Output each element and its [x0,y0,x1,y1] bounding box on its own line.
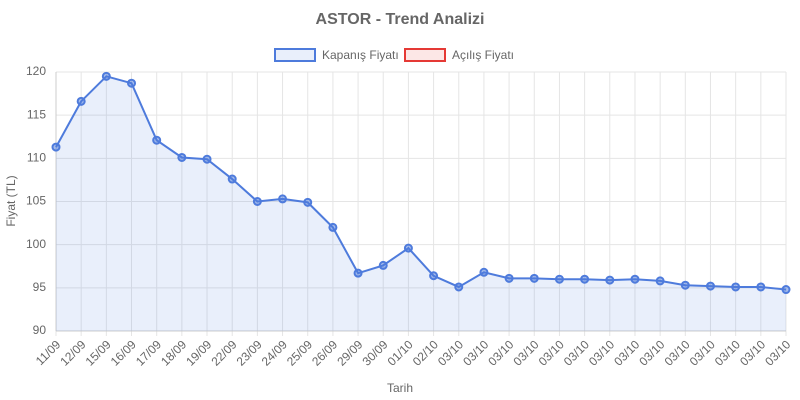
legend-swatch [274,48,316,62]
y-tick-label: 95 [33,280,47,294]
point [76,96,86,106]
x-tick-label: 03/10 [687,337,718,368]
x-tick-label: 19/09 [183,337,214,368]
point [328,222,338,232]
x-tick-label: 26/09 [309,337,340,368]
x-tick-label: 03/10 [485,337,516,368]
x-tick-label: 03/10 [737,337,768,368]
legend-label: Açılış Fiyatı [452,48,514,62]
x-tick-label: 30/09 [359,337,390,368]
x-tick-label: 22/09 [208,337,239,368]
x-tick-label: 03/10 [536,337,567,368]
point [403,243,413,253]
x-tick-label: 16/09 [108,337,139,368]
x-tick-label: 03/10 [460,337,491,368]
point [731,282,741,292]
point [177,152,187,162]
point [705,281,715,291]
point [630,274,640,284]
x-tick-label: 03/10 [636,337,667,368]
point [227,174,237,184]
point [152,135,162,145]
y-tick-label: 90 [33,323,47,337]
point [101,71,111,81]
x-tick-label: 24/09 [259,337,290,368]
x-tick-label: 02/10 [410,337,441,368]
x-tick-label: 17/09 [133,337,164,368]
point [680,280,690,290]
x-tick-label: 11/09 [33,337,64,368]
point [655,276,665,286]
x-tick-label: 03/10 [611,337,642,368]
point [51,142,61,152]
x-tick-label: 29/09 [334,337,365,368]
point [479,267,489,277]
point [554,274,564,284]
x-tick-label: 03/10 [435,337,466,368]
y-tick-label: 105 [26,194,46,208]
x-tick-label: 23/09 [234,337,265,368]
x-tick-label: 03/10 [561,337,592,368]
y-tick-label: 120 [26,64,46,78]
point [378,260,388,270]
point [529,273,539,283]
y-axis-title: Fiyat (TL) [4,175,18,226]
point [127,78,137,88]
point [303,197,313,207]
x-tick-label: 25/09 [284,337,315,368]
point [454,282,464,292]
x-tick-label: 15/09 [83,337,114,368]
point [504,273,514,283]
x-axis-title: Tarih [387,381,413,395]
x-tick-label: 01/10 [385,337,416,368]
x-tick-label: 03/10 [511,337,542,368]
point [429,271,439,281]
point [278,194,288,204]
x-tick-label: 03/10 [762,337,793,368]
point [580,274,590,284]
x-tick-label: 18/09 [158,337,189,368]
x-tick-label: 03/10 [586,337,617,368]
y-tick-label: 115 [27,107,46,121]
point [756,282,766,292]
point [202,154,212,164]
x-tick-label: 12/09 [57,337,88,368]
point [605,275,615,285]
point [252,197,262,206]
x-tick-label: 03/10 [712,337,743,368]
legend-label: Kapanış Fiyatı [322,48,399,62]
legend-swatch [404,48,446,62]
point [781,285,791,295]
point [353,268,363,278]
chart-title: ASTOR - Trend Analizi [316,11,485,28]
y-tick-label: 100 [26,237,46,251]
area [56,76,786,331]
y-tick-label: 110 [27,151,46,165]
x-tick-label: 03/10 [662,337,693,368]
